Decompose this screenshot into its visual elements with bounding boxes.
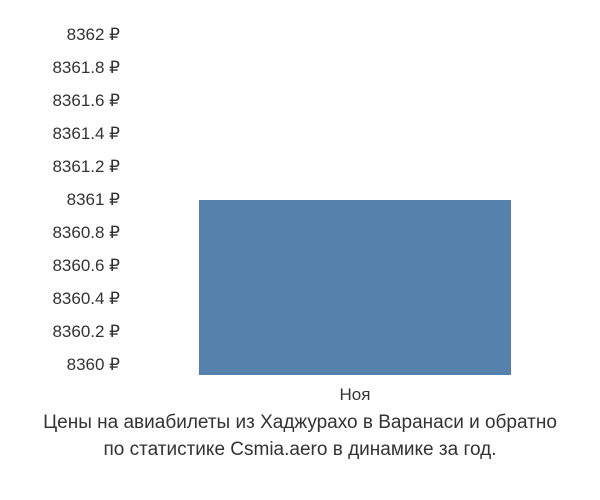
y-tick-label: 8360.2 ₽ xyxy=(10,322,120,342)
y-tick-label: 8361.2 ₽ xyxy=(10,157,120,177)
y-tick-label: 8360.8 ₽ xyxy=(10,223,120,243)
y-tick-label: 8360.6 ₽ xyxy=(10,256,120,276)
chart-caption: Цены на авиабилеты из Хаджурахо в Варана… xyxy=(0,410,600,463)
y-tick-label: 8362 ₽ xyxy=(10,25,120,45)
price-chart: 8362 ₽ 8361.8 ₽ 8361.6 ₽ 8361.4 ₽ 8361.2 ₽ 83… xyxy=(0,0,600,410)
y-tick-label: 8361.8 ₽ xyxy=(10,58,120,78)
x-tick-label: Ноя xyxy=(125,385,585,405)
bar xyxy=(199,200,512,375)
x-axis: Ноя xyxy=(125,385,585,405)
caption-line1: Цены на авиабилеты из Хаджурахо в Варана… xyxy=(20,410,580,437)
caption-line2: по статистике Csmia.aero в динамике за г… xyxy=(20,437,580,464)
y-tick-label: 8361 ₽ xyxy=(10,190,120,210)
y-tick-label: 8360 ₽ xyxy=(10,355,120,375)
y-tick-label: 8361.4 ₽ xyxy=(10,124,120,144)
y-tick-label: 8360.4 ₽ xyxy=(10,289,120,309)
y-tick-label: 8361.6 ₽ xyxy=(10,91,120,111)
plot-area xyxy=(125,25,585,375)
y-axis: 8362 ₽ 8361.8 ₽ 8361.6 ₽ 8361.4 ₽ 8361.2 ₽ 83… xyxy=(10,25,120,375)
